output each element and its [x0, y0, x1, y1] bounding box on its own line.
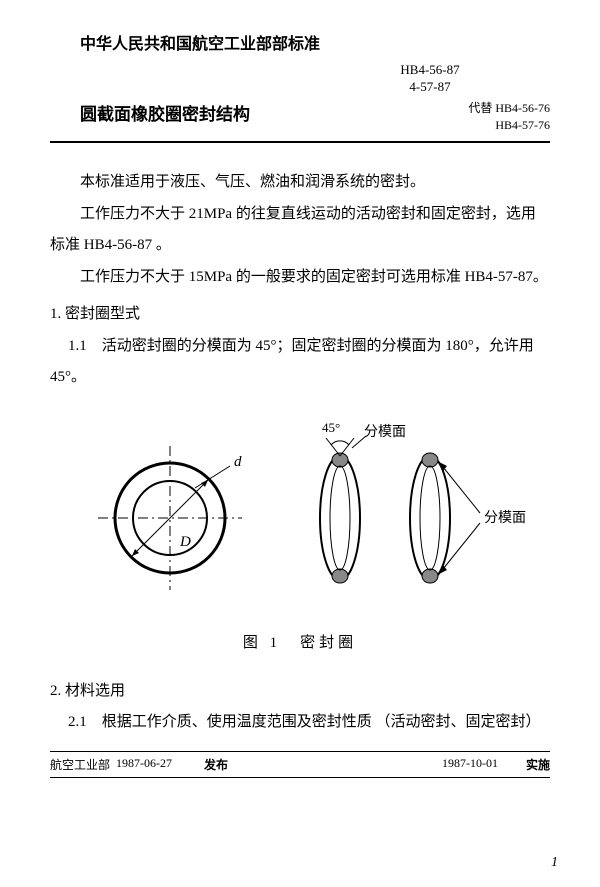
footer-impl-date: 1987-10-01	[442, 756, 498, 773]
body-text: 本标准适用于液压、气压、燃油和润滑系统的密封。 工作压力不大于 21MPa 的往…	[50, 167, 550, 394]
para-3: 工作压力不大于 15MPa 的一般要求的固定密封可选用标准 HB4-57-87。	[50, 262, 550, 294]
standard-codes: HB4-56-87 4-57-87	[310, 62, 550, 96]
figure-svg: d D 45° 分模面 分模面	[70, 418, 530, 608]
label-mold-top: 分模面	[364, 424, 406, 440]
para-1: 本标准适用于液压、气压、燃油和润滑系统的密封。	[50, 167, 550, 199]
section-2: 2. 材料选用	[50, 676, 550, 708]
section-1: 1. 密封圈型式	[50, 299, 550, 331]
footer-impl-label: 实施	[526, 756, 550, 773]
footer-issuer: 航空工业部	[50, 756, 110, 773]
label-mold-right: 分模面	[484, 510, 526, 526]
para-2: 工作压力不大于 21MPa 的往复直线运动的活动密封和固定密封，选用标准 HB4…	[50, 199, 550, 262]
figure-1: d D 45° 分模面 分模面	[50, 418, 550, 613]
label-d: d	[234, 454, 242, 470]
ring-45deg: 45° 分模面	[320, 420, 406, 583]
page-number: 1	[551, 855, 558, 871]
footer-issue-label: 发布	[204, 756, 228, 773]
replaces-code-2: HB4-57-76	[495, 118, 550, 132]
label-big-d: D	[179, 534, 191, 550]
label-45: 45°	[322, 420, 340, 435]
code-line-2: 4-57-87	[310, 79, 550, 96]
footer-row: 航空工业部 1987-06-27 发布 1987-10-01 实施	[50, 752, 550, 778]
ring-180deg: 分模面	[410, 453, 526, 583]
header-org: 中华人民共和国航空工业部部标准	[80, 30, 550, 54]
ring-front-view: d D	[98, 446, 242, 590]
code-line-1: HB4-56-87	[310, 62, 550, 79]
replaces-code-1: HB4-56-76	[495, 101, 550, 115]
body-text-2: 2. 材料选用 2.1 根据工作介质、使用温度范围及密封性质 （活动密封、固定密…	[50, 676, 550, 739]
replaces-block: 代替 HB4-56-76 代替 HB4-57-76	[468, 100, 550, 134]
title-row: 圆截面橡胶圈密封结构 代替 HB4-56-76 代替 HB4-57-76	[50, 100, 550, 134]
section-1-1: 1.1 活动密封圈的分模面为 45°；固定密封圈的分模面为 180°，允许用 4…	[50, 331, 550, 394]
top-divider	[50, 141, 550, 143]
figure-caption: 图 1 密封圈	[50, 631, 550, 652]
section-2-1: 2.1 根据工作介质、使用温度范围及密封性质 （活动密封、固定密封）	[50, 707, 550, 739]
replaces-label: 代替	[468, 101, 492, 115]
document-title: 圆截面橡胶圈密封结构	[80, 100, 250, 125]
footer-issue-date: 1987-06-27	[116, 756, 172, 773]
